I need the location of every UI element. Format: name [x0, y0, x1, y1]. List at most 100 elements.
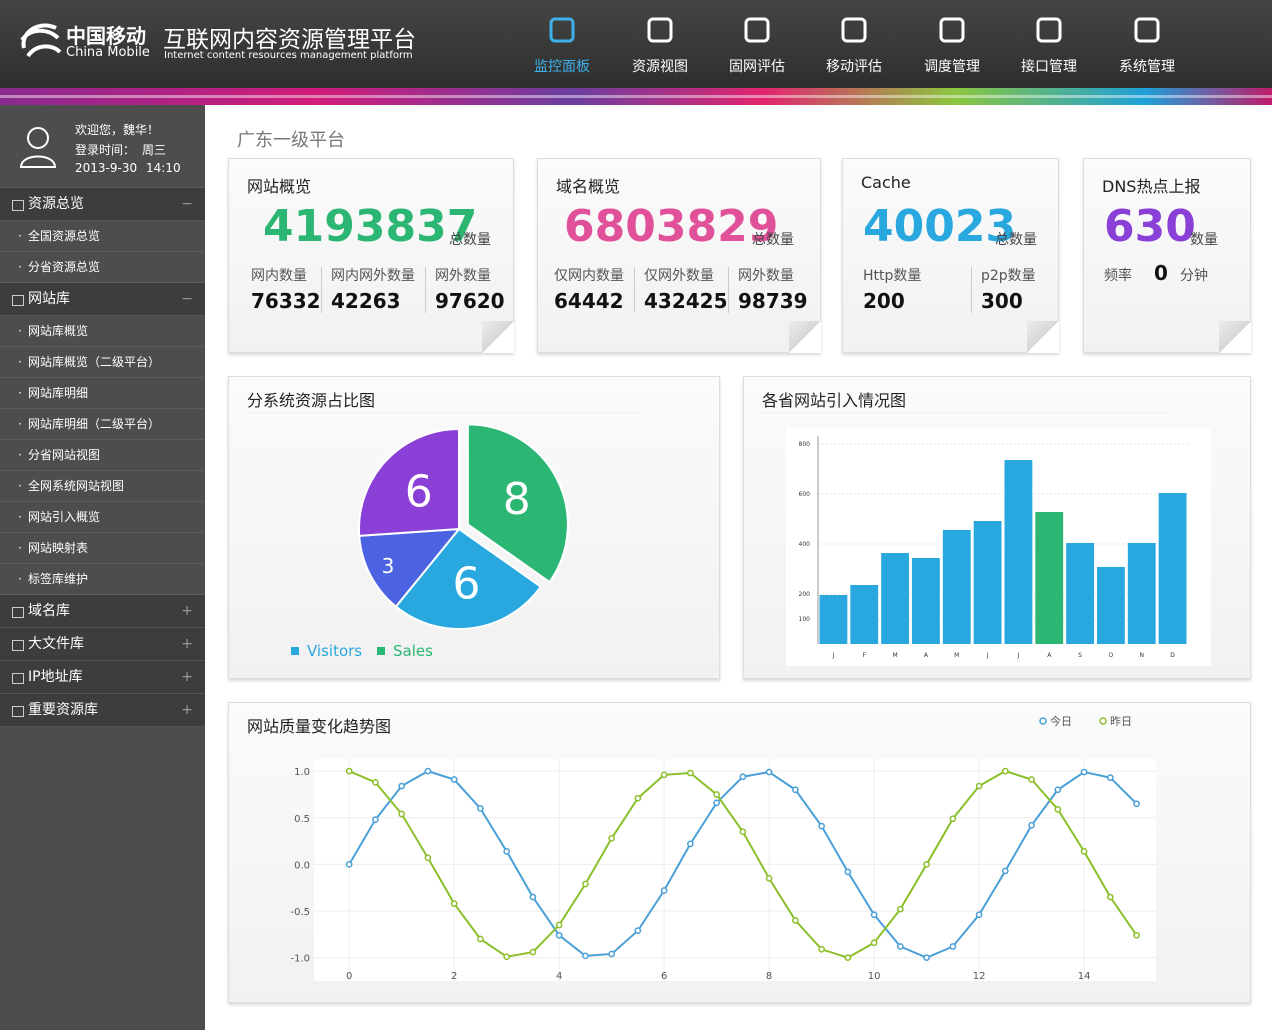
- menu-toggle: −: [181, 291, 193, 307]
- separator: [728, 267, 729, 313]
- y-tick-label: 200: [799, 591, 811, 598]
- menu-group-title: 域名库: [28, 603, 70, 619]
- menu-item[interactable]: 分省网站视图: [0, 440, 205, 471]
- legend-label: Sales: [393, 642, 433, 660]
- point: [398, 810, 406, 818]
- menu-item[interactable]: 网站库概览: [0, 316, 205, 347]
- bar: [881, 553, 909, 644]
- menu-group[interactable]: 大文件库 +: [0, 628, 205, 661]
- detail-value: 97620: [435, 289, 505, 313]
- point: [608, 834, 615, 842]
- point: [739, 828, 747, 836]
- point: [555, 921, 563, 929]
- x-tick-label: F: [863, 652, 867, 659]
- nav-label: 调度管理: [924, 59, 980, 75]
- x-tick-label: 12: [973, 971, 986, 982]
- y-tick-label: -0.5: [290, 907, 310, 918]
- nav-icon: [744, 17, 770, 43]
- color-stripe: [0, 88, 1272, 105]
- point: [450, 776, 458, 783]
- nav-item[interactable]: 接口管理: [1004, 0, 1094, 88]
- nav-icon: [549, 17, 575, 43]
- menu-group-title: 大文件库: [28, 636, 84, 652]
- point: [660, 887, 668, 894]
- menu-item[interactable]: 全网系统网站视图: [0, 471, 205, 502]
- bar: [1127, 543, 1156, 644]
- menu-item[interactable]: 网站库概览（二级平台）: [0, 347, 205, 378]
- menu-group[interactable]: IP地址库 +: [0, 661, 205, 694]
- menu-group[interactable]: 网站库 −: [0, 283, 205, 316]
- point: [870, 911, 878, 919]
- bar: [973, 521, 1002, 644]
- menu-toggle: +: [181, 702, 193, 718]
- point: [634, 927, 642, 934]
- brand-en: China Mobile: [66, 45, 150, 60]
- menu-group[interactable]: 域名库 +: [0, 595, 205, 628]
- nav-item[interactable]: 移动评估: [809, 0, 899, 88]
- menu-item[interactable]: 网站引入概览: [0, 502, 205, 533]
- point: [555, 931, 563, 939]
- menu-item[interactable]: 全国资源总览: [0, 221, 205, 252]
- detail-label: 网内网外数量: [331, 268, 415, 284]
- icon-shape: [647, 17, 673, 43]
- point: [897, 905, 904, 913]
- separator: [971, 267, 972, 313]
- icon-shape: [841, 17, 867, 43]
- menu-group-title: 重要资源库: [28, 702, 98, 718]
- nav-item[interactable]: 固网评估: [712, 0, 802, 88]
- chart-title: 分系统资源占比图: [247, 391, 375, 410]
- point: [870, 939, 878, 947]
- nav-icon: [1036, 17, 1062, 43]
- point: [792, 786, 799, 794]
- point: [949, 943, 957, 950]
- nav-label: 监控面板: [534, 59, 590, 75]
- icon-shape: [1134, 17, 1160, 43]
- menu-group[interactable]: 重要资源库 +: [0, 694, 205, 727]
- point: [1001, 767, 1009, 775]
- point: [765, 768, 773, 776]
- x-tick-label: M: [954, 652, 959, 659]
- x-tick-label: 8: [766, 971, 772, 982]
- point: [739, 773, 747, 781]
- stat-card: 网站概览 4193837 总数量 网内数量 76332 网内网外数量 42263 网外数量 97…: [228, 158, 514, 353]
- y-tick-label: 800: [799, 441, 811, 448]
- nav-item[interactable]: 资源视图: [615, 0, 705, 88]
- legend-marker: [1099, 717, 1107, 725]
- point: [713, 799, 720, 807]
- menu-group[interactable]: 资源总览 −: [0, 188, 205, 221]
- stat-value: 4193837: [263, 201, 478, 252]
- menu-item[interactable]: 网站映射表: [0, 533, 205, 564]
- bar: [1097, 567, 1125, 644]
- x-tick-label: J: [1017, 652, 1020, 659]
- chart-card: 网站质量变化趋势图 1.0 0.5 0.0 -0.5 -1.0 0 2 4 6 8 10 12 14 今日 昨…: [228, 702, 1251, 1003]
- point: [1080, 847, 1088, 855]
- detail-value: 98739: [738, 289, 808, 313]
- menu-item[interactable]: 分省资源总览: [0, 252, 205, 283]
- x-tick-label: A: [924, 652, 929, 659]
- nav-item[interactable]: 监控面板: [517, 0, 607, 88]
- y-tick-label: 0.5: [294, 814, 310, 825]
- menu-item[interactable]: 网站库明细: [0, 378, 205, 409]
- point: [713, 791, 720, 798]
- bar: [850, 585, 879, 644]
- icon-shape: [939, 17, 965, 43]
- pie-slice: [466, 423, 569, 584]
- nav-item[interactable]: 系统管理: [1102, 0, 1192, 88]
- stat-value: 630: [1104, 201, 1196, 252]
- stat-title: 域名概览: [556, 177, 621, 196]
- stat-unit: 总数量: [752, 232, 794, 248]
- point: [582, 880, 589, 888]
- point: [1001, 867, 1009, 875]
- login-label: 登录时间：: [75, 143, 136, 157]
- stat-unit: 总数量: [995, 232, 1037, 248]
- x-tick-label: J: [832, 652, 835, 659]
- menu-group-title: 网站库: [28, 291, 70, 307]
- menu-item[interactable]: 标签库维护: [0, 564, 205, 595]
- nav-item[interactable]: 调度管理: [907, 0, 997, 88]
- point: [345, 767, 353, 775]
- brand-cn: 中国移动: [66, 24, 146, 48]
- menu-item[interactable]: 网站库明细（二级平台）: [0, 409, 205, 440]
- point: [1133, 931, 1140, 939]
- point: [949, 815, 957, 823]
- point: [1133, 800, 1140, 808]
